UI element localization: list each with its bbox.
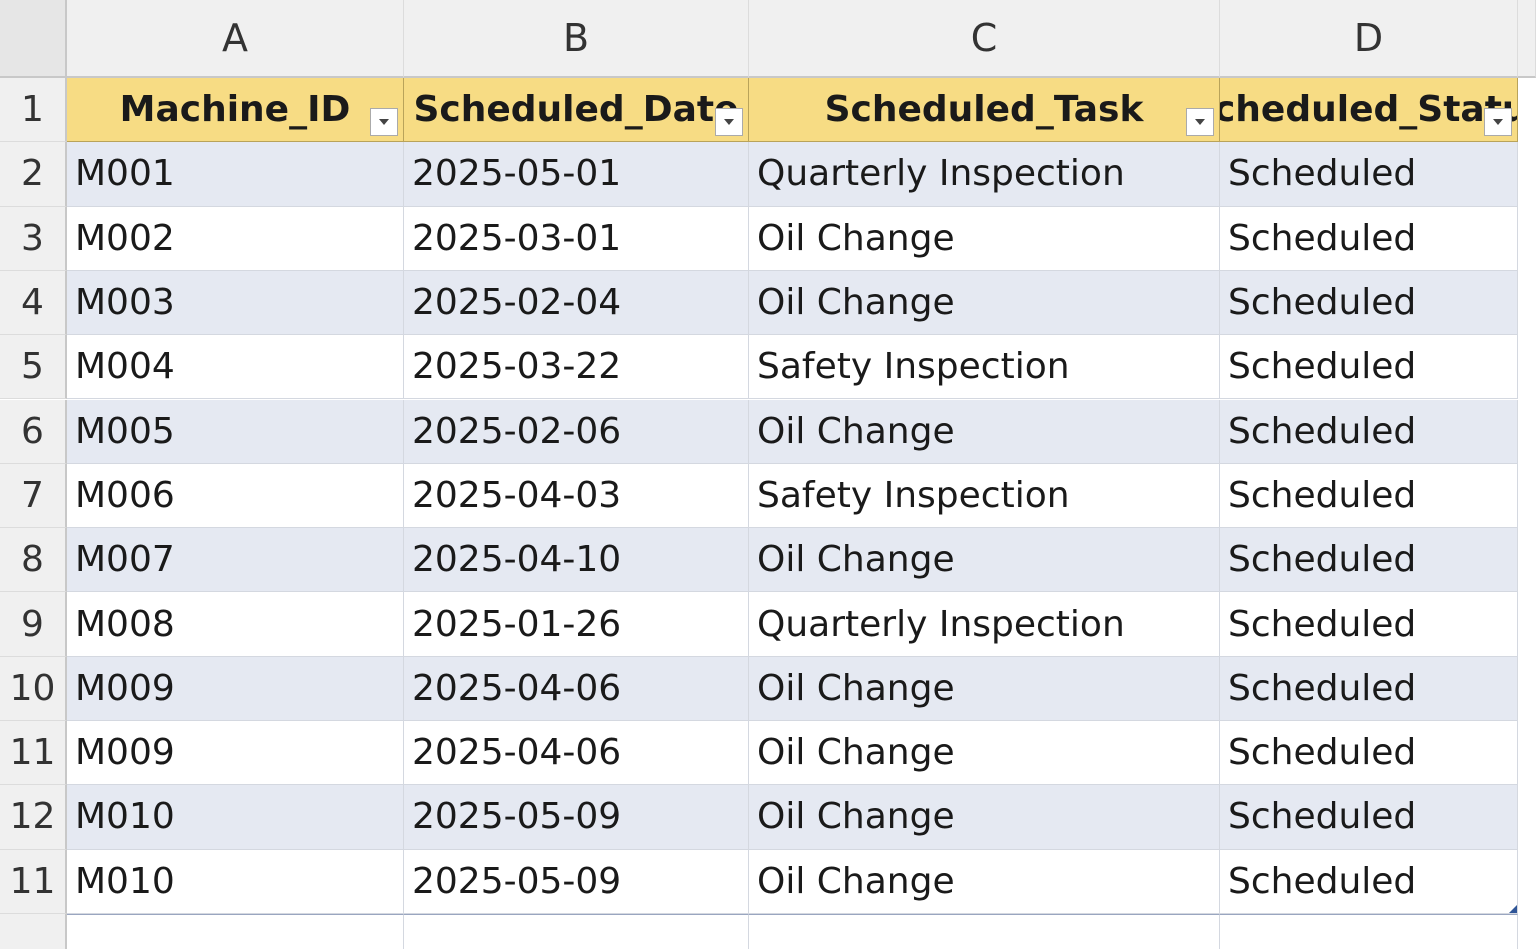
- cell[interactable]: Scheduled: [1220, 206, 1518, 271]
- column-header[interactable]: D: [1220, 0, 1518, 78]
- header-cell[interactable]: Scheduled_Date: [404, 78, 749, 143]
- cell[interactable]: Oil Change: [749, 785, 1220, 850]
- cell[interactable]: 2025-04-06: [404, 656, 749, 721]
- cell[interactable]: M003: [67, 270, 404, 336]
- empty-cell[interactable]: [1220, 913, 1518, 949]
- cell[interactable]: 2025-03-22: [404, 335, 749, 400]
- cell[interactable]: M008: [67, 592, 404, 657]
- column-header[interactable]: C: [749, 0, 1220, 78]
- row-header[interactable]: 12: [0, 785, 67, 850]
- filter-button[interactable]: [1186, 108, 1214, 136]
- cell[interactable]: 2025-03-01: [404, 206, 749, 271]
- cell[interactable]: Scheduled: [1220, 592, 1518, 657]
- row-header[interactable]: 10: [0, 656, 67, 721]
- row-header[interactable]: 9: [0, 592, 67, 657]
- cell[interactable]: 2025-04-06: [404, 721, 749, 786]
- row-header[interactable]: 8: [0, 528, 67, 593]
- cell[interactable]: 2025-02-06: [404, 399, 749, 464]
- row-header[interactable]: 11: [0, 849, 67, 914]
- column-header[interactable]: B: [404, 0, 749, 78]
- cell[interactable]: 2025-04-10: [404, 528, 749, 593]
- empty-cell[interactable]: [749, 913, 1220, 949]
- cell[interactable]: Oil Change: [749, 849, 1220, 914]
- row-header[interactable]: 1: [0, 78, 67, 143]
- cell[interactable]: Scheduled: [1220, 142, 1518, 207]
- cell[interactable]: Scheduled: [1220, 270, 1518, 336]
- cell[interactable]: Scheduled: [1220, 785, 1518, 850]
- cell[interactable]: 2025-02-04: [404, 270, 749, 336]
- filter-button[interactable]: [1484, 108, 1512, 136]
- header-cell[interactable]: Scheduled_Status: [1220, 78, 1518, 143]
- header-cell[interactable]: Scheduled_Task: [749, 78, 1220, 143]
- cell[interactable]: Scheduled: [1220, 399, 1518, 464]
- cell[interactable]: Scheduled: [1220, 721, 1518, 786]
- column-header-empty: [1518, 0, 1536, 78]
- filter-button[interactable]: [370, 108, 398, 136]
- cell[interactable]: Safety Inspection: [749, 463, 1220, 529]
- filter-button[interactable]: [715, 108, 743, 136]
- cell[interactable]: M007: [67, 528, 404, 593]
- cell[interactable]: M010: [67, 849, 404, 914]
- empty-cell[interactable]: [67, 913, 404, 949]
- row-header[interactable]: 2: [0, 142, 67, 207]
- cell[interactable]: 2025-04-03: [404, 463, 749, 529]
- row-header[interactable]: 7: [0, 463, 67, 529]
- cell[interactable]: Oil Change: [749, 399, 1220, 464]
- cell[interactable]: M009: [67, 721, 404, 786]
- cell[interactable]: 2025-05-09: [404, 849, 749, 914]
- cell[interactable]: Scheduled: [1220, 463, 1518, 529]
- cell[interactable]: Scheduled: [1220, 849, 1518, 914]
- cell[interactable]: Oil Change: [749, 656, 1220, 721]
- cell[interactable]: Scheduled: [1220, 656, 1518, 721]
- cell[interactable]: Oil Change: [749, 721, 1220, 786]
- empty-cell[interactable]: [404, 913, 749, 949]
- cell[interactable]: Quarterly Inspection: [749, 592, 1220, 657]
- cell[interactable]: M006: [67, 463, 404, 529]
- cell[interactable]: M005: [67, 399, 404, 464]
- row-header[interactable]: 11: [0, 721, 67, 786]
- cell[interactable]: M009: [67, 656, 404, 721]
- cell[interactable]: Safety Inspection: [749, 335, 1220, 400]
- column-header[interactable]: A: [67, 0, 404, 78]
- select-all-corner[interactable]: [0, 0, 67, 78]
- cell[interactable]: Oil Change: [749, 270, 1220, 336]
- cell[interactable]: M010: [67, 785, 404, 850]
- header-cell[interactable]: Machine_ID: [67, 78, 404, 143]
- table-resize-handle[interactable]: [1509, 904, 1517, 913]
- cell[interactable]: Oil Change: [749, 206, 1220, 271]
- cell[interactable]: 2025-05-01: [404, 142, 749, 207]
- cell[interactable]: 2025-05-09: [404, 785, 749, 850]
- row-header[interactable]: 4: [0, 270, 67, 336]
- cell[interactable]: M002: [67, 206, 404, 271]
- row-header-empty: [0, 914, 67, 949]
- cell[interactable]: M001: [67, 142, 404, 207]
- cell[interactable]: Oil Change: [749, 528, 1220, 593]
- row-header[interactable]: 6: [0, 399, 67, 464]
- cell[interactable]: M004: [67, 335, 404, 400]
- cell[interactable]: 2025-01-26: [404, 592, 749, 657]
- cell[interactable]: Quarterly Inspection: [749, 142, 1220, 207]
- row-header[interactable]: 5: [0, 335, 67, 400]
- row-header[interactable]: 3: [0, 206, 67, 271]
- cell[interactable]: Scheduled: [1220, 335, 1518, 400]
- cell[interactable]: Scheduled: [1220, 528, 1518, 593]
